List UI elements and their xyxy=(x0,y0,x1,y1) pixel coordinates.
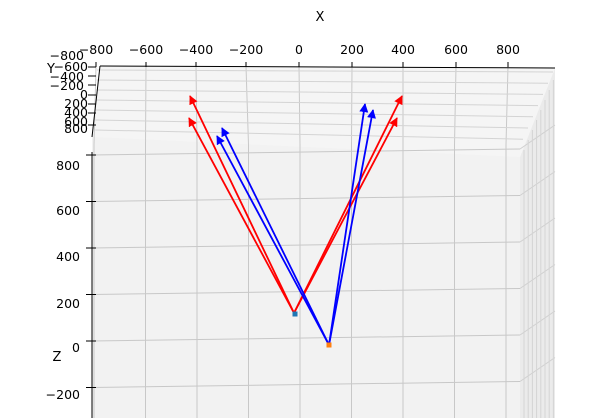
quiver-arrow xyxy=(328,109,376,346)
quiver-arrow xyxy=(216,135,330,346)
x-tick-label: 600 xyxy=(444,42,468,57)
y-tick-label: 200 xyxy=(64,96,88,111)
x-tick-label: 400 xyxy=(391,42,415,57)
quiver-arrow xyxy=(221,127,330,346)
y-tick-label: 800 xyxy=(64,121,88,136)
z-tick-label: 600 xyxy=(56,203,80,218)
quiver-vectors xyxy=(188,95,403,346)
origin-points xyxy=(292,311,332,348)
y-tick-label: −200 xyxy=(50,78,84,93)
z-tick-label: 0 xyxy=(72,340,80,355)
origin-point xyxy=(292,311,298,317)
x-tick-label: −600 xyxy=(129,42,163,57)
z-tick-label: 200 xyxy=(56,296,80,311)
x-tick-label: 0 xyxy=(295,42,303,57)
quiver-arrow xyxy=(188,117,295,314)
z-tick-label: 800 xyxy=(56,158,80,173)
z-tick-label: −200 xyxy=(46,387,80,402)
x-axis-label: X xyxy=(316,10,325,25)
grid-lines xyxy=(91,65,556,418)
quiver-arrow xyxy=(328,103,369,346)
x-tick-label: −800 xyxy=(79,42,113,57)
z-tick-label: 400 xyxy=(56,249,80,264)
tick-marks xyxy=(86,62,509,388)
y-tick-label: 600 xyxy=(64,114,88,129)
origin-point xyxy=(326,342,332,348)
y-tick-label: −400 xyxy=(50,69,84,84)
z-tick-labels: −200 0 200 400 600 800 xyxy=(46,158,80,402)
z-axis-label: Z xyxy=(53,350,62,365)
quiver-arrow xyxy=(189,95,295,314)
x-tick-label: 200 xyxy=(340,42,364,57)
y-tick-label: −800 xyxy=(50,48,84,63)
quiver-arrow xyxy=(293,95,403,314)
x-tick-label: 800 xyxy=(496,42,520,57)
y-axis-label: Y xyxy=(46,62,55,77)
x-tick-labels: −800 −600 −400 −200 0 200 400 600 800 xyxy=(79,42,520,57)
y-tick-label: 400 xyxy=(64,105,88,120)
y-tick-label: −600 xyxy=(54,59,88,74)
quiver-arrow xyxy=(293,117,398,314)
x-tick-label: −400 xyxy=(179,42,213,57)
y-tick-label: 0 xyxy=(80,87,88,102)
side-pane xyxy=(520,68,555,418)
x-tick-label: −200 xyxy=(229,42,263,57)
